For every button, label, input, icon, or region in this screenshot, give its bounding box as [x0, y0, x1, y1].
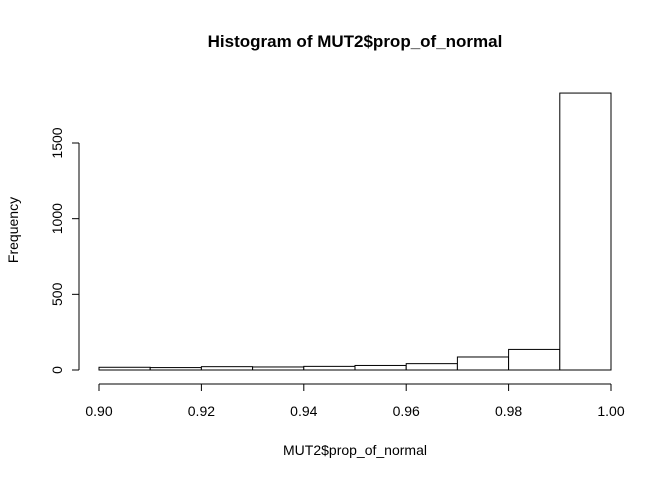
histogram-bar	[405, 363, 458, 371]
histogram-bar	[456, 356, 510, 371]
histogram-bar	[559, 92, 612, 371]
histogram-bar	[508, 348, 561, 371]
chart-title: Histogram of MUT2$prop_of_normal	[208, 32, 503, 51]
bars-group	[98, 92, 612, 371]
x-tick-label: 0.94	[290, 403, 317, 419]
y-tick-label: 1000	[49, 203, 65, 234]
y-tick-label: 1500	[49, 127, 65, 158]
x-tick-label: 0.92	[188, 403, 215, 419]
histogram-bar	[252, 366, 305, 371]
x-tick-label: 1.00	[597, 403, 624, 419]
y-axis-label: Frequency	[5, 197, 21, 263]
histogram-bar	[149, 367, 202, 371]
y-tick-label: 0	[49, 366, 65, 374]
histogram-bar	[303, 365, 356, 371]
histogram-bar	[354, 364, 407, 371]
y-tick-label: 500	[49, 282, 65, 306]
x-axis: 0.90 0.92 0.94 0.96 0.98 1.00	[85, 383, 625, 419]
x-tick-label: 0.96	[393, 403, 420, 419]
x-tick-label: 0.98	[495, 403, 522, 419]
y-axis: 0 500 1000 1500	[49, 127, 80, 374]
histogram-bar	[200, 366, 254, 371]
histogram-bar	[98, 366, 151, 371]
x-tick-label: 0.90	[85, 403, 112, 419]
x-axis-label: MUT2$prop_of_normal	[283, 442, 427, 458]
